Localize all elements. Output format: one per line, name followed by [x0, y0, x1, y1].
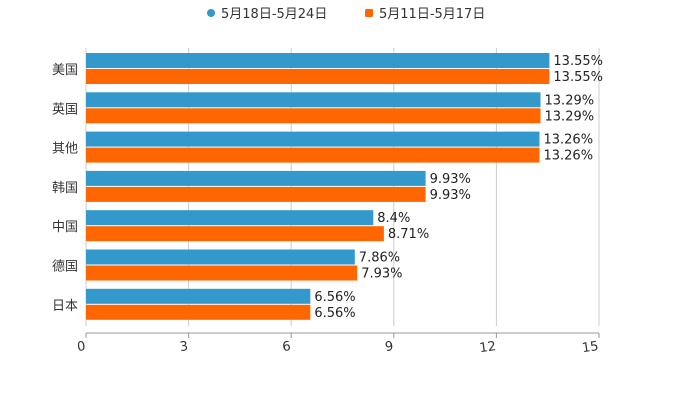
y-tick-label: 其他	[52, 142, 78, 157]
data-label: 13.29%	[545, 93, 595, 108]
bar-series1	[86, 288, 311, 304]
bar-series2	[86, 186, 426, 202]
y-tick-label: 韩国	[52, 181, 78, 196]
bar-series2	[86, 108, 541, 124]
legend-marker-square	[365, 9, 373, 17]
data-label: 7.86%	[359, 251, 400, 266]
bar-series2	[86, 226, 384, 242]
data-label: 8.71%	[388, 227, 429, 242]
data-label: 13.55%	[553, 70, 603, 85]
bar-series2	[86, 69, 550, 84]
bar-series1	[86, 210, 374, 226]
bar-series2	[86, 304, 311, 320]
x-tick-label: 3	[179, 339, 189, 355]
x-tick-label: 12	[478, 339, 496, 356]
bar-series1	[86, 92, 541, 108]
y-tick-label: 美国	[52, 63, 78, 78]
data-label: 9.93%	[430, 188, 471, 203]
x-tick-label: 9	[384, 339, 394, 355]
x-tick-label: 0	[76, 339, 86, 355]
x-tick-label: 15	[581, 339, 599, 356]
bar-series1	[86, 170, 426, 186]
data-label: 13.29%	[545, 109, 595, 124]
bar-series2	[86, 147, 540, 163]
data-label: 6.56%	[314, 306, 355, 321]
y-tick-label: 英国	[52, 102, 78, 117]
data-label: 9.93%	[430, 172, 471, 187]
bar-series2	[86, 265, 358, 281]
legend-marker-circle	[207, 9, 215, 17]
y-tick-label: 日本	[52, 299, 78, 314]
legend-label: 5月18日-5月24日	[221, 7, 327, 22]
y-tick-label: 中国	[52, 220, 78, 235]
legend-label: 5月11日-5月17日	[379, 7, 485, 22]
data-label: 8.4%	[377, 211, 410, 226]
bar-series1	[86, 249, 355, 265]
y-tick-label: 德国	[52, 260, 78, 275]
data-label: 13.55%	[553, 54, 603, 69]
data-label: 7.93%	[361, 267, 402, 282]
data-label: 6.56%	[314, 290, 355, 305]
bar-series1	[86, 131, 540, 147]
bar-series1	[86, 53, 550, 68]
data-label: 13.26%	[543, 149, 593, 164]
data-label: 13.26%	[543, 133, 593, 148]
x-tick-label: 6	[281, 339, 291, 355]
